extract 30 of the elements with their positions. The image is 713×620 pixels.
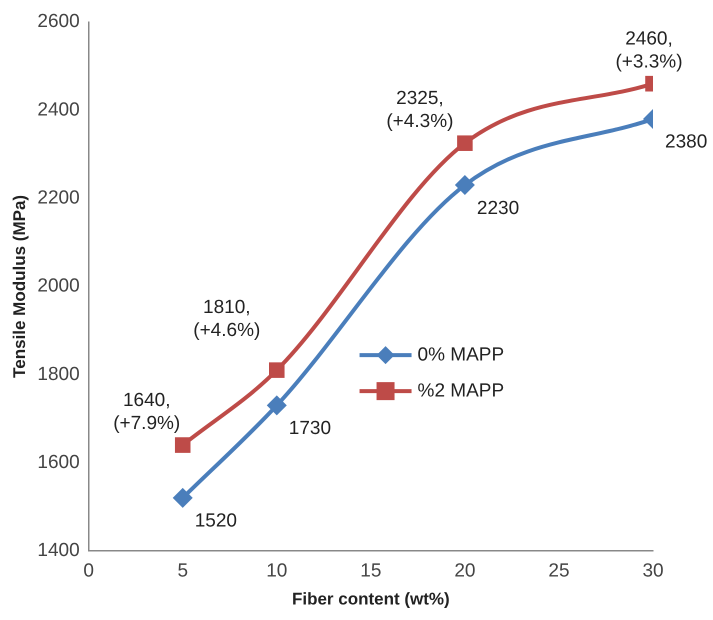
legend-label: 0% MAPP [418,344,504,366]
y-axis-title: Tensile Modulus (MPa) [10,194,29,378]
y-tick-label: 2200 [37,188,80,208]
data-label: 2380 [665,132,708,153]
x-axis-title: Fiber content (wt%) [292,589,450,608]
x-tick-label: 10 [266,560,288,582]
x-tick-label: 20 [454,560,476,582]
y-tick-label: 1400 [37,540,80,562]
data-label: 1810, (+4.6%) [193,296,260,341]
y-tick-label: 1600 [37,452,80,473]
x-tick-label: 15 [360,560,382,582]
point [266,395,287,416]
data-label: 2325, (+4.3%) [386,88,454,132]
y-tick-label: 2400 [37,99,80,120]
legend-label: %2 MAPP [418,380,504,402]
point [174,437,190,453]
point [172,488,193,508]
point [269,362,285,378]
data-label: 2230 [476,198,520,219]
x-tick-label: 5 [177,560,188,582]
y-tick-label: 2600 [37,11,80,32]
data-label: 1730 [288,418,332,440]
y-tick-label: 2000 [37,276,80,297]
x-tick-label: 30 [642,560,664,582]
x-tick-label: 25 [548,560,570,582]
x-tick-label: 0 [83,560,94,582]
data-label: 1640, (+7.9%) [113,390,180,434]
data-label: 2460, (+3.3%) [615,28,683,72]
y-tick-label: 1800 [37,364,80,385]
data-label: 1520 [194,510,238,532]
